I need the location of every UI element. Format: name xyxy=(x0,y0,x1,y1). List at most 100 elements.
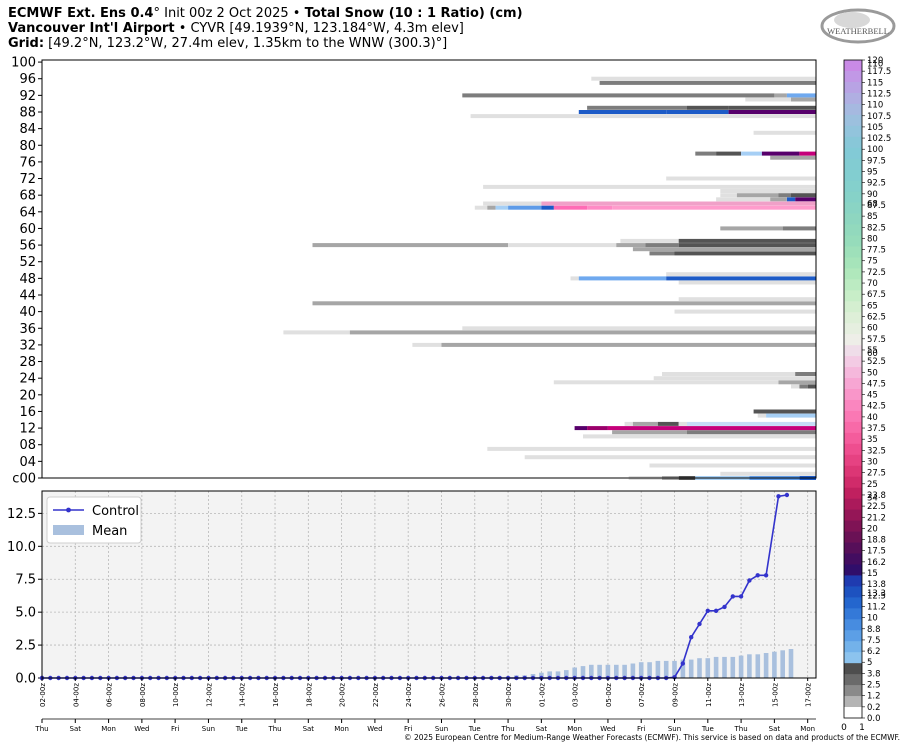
mean-bar xyxy=(763,653,769,678)
colorbar-cell xyxy=(844,597,862,609)
colorbar-cell xyxy=(844,103,862,116)
colorbar-cell xyxy=(844,356,862,368)
date-tick-label: 15-00z xyxy=(771,683,779,707)
member-67-segment xyxy=(716,197,771,202)
mean-bar xyxy=(547,671,552,678)
legend-control-marker xyxy=(66,507,71,513)
colorbar-cell xyxy=(844,652,862,664)
colorbar-cell xyxy=(844,136,862,149)
control-point xyxy=(776,494,781,499)
mean-bar xyxy=(730,656,736,678)
date-tick-label: 06-00z xyxy=(106,683,114,707)
mean-bar xyxy=(655,660,661,678)
day-tick-label: Wed xyxy=(134,725,149,733)
line-y-tick-label: 7.5 xyxy=(15,573,36,588)
colorbar-label: 72.5 xyxy=(867,268,886,278)
member-3-segment xyxy=(649,463,816,468)
colorbar-cell xyxy=(844,114,862,127)
control-point xyxy=(713,608,719,613)
colorbar-label: 15 xyxy=(867,569,878,579)
member-65-segment xyxy=(553,205,588,210)
member-70-segment xyxy=(483,184,816,189)
legend-mean-swatch xyxy=(53,525,84,535)
mean-bar xyxy=(564,670,569,678)
heatmap-y-tick-label: 32 xyxy=(19,338,36,353)
heatmap-y-tick-label: c00 xyxy=(12,472,36,487)
colorbar-bottom-label: 1 xyxy=(859,723,865,733)
member-68-segment xyxy=(736,193,779,198)
colorbar-label: 115 xyxy=(867,78,883,88)
legend: Control Mean xyxy=(46,496,142,544)
member-88-segment xyxy=(728,110,816,114)
member-68-segment xyxy=(720,193,737,198)
mean-bar xyxy=(788,649,794,678)
member-92-segment xyxy=(774,93,787,98)
member-10-segment xyxy=(583,434,816,439)
colorbar-cell xyxy=(844,685,862,697)
day-tick-label: Tue xyxy=(701,725,714,733)
colorbar-cell xyxy=(844,586,862,598)
colorbar-extra-label: 110 xyxy=(867,59,883,69)
member-48-segment xyxy=(570,276,579,281)
colorbar-cell xyxy=(844,224,862,236)
colorbar-label: 32.5 xyxy=(867,446,886,456)
colorbar-label: 85 xyxy=(867,212,878,222)
day-tick-label: Sun xyxy=(202,725,215,733)
date-tick-label: 07-00z xyxy=(638,683,646,707)
member-22-segment xyxy=(807,384,816,389)
heatmap-y-tick-label: 92 xyxy=(19,89,36,104)
heatmap-y-tick-label: 08 xyxy=(19,438,36,453)
date-tick-label: 18-00z xyxy=(305,683,313,707)
member-15-segment xyxy=(757,413,766,418)
member-32-segment xyxy=(412,342,442,347)
member-1-segment xyxy=(720,471,816,476)
date-tick-label: 20-00z xyxy=(339,683,347,707)
colorbar-bottom-label: 0 xyxy=(841,723,847,733)
day-tick-label: Mon xyxy=(101,725,116,733)
member-48-segment xyxy=(578,276,667,281)
colorbar-label: 100 xyxy=(867,145,883,155)
date-tick-label: 14-00z xyxy=(239,683,247,707)
colorbar-label: 27.5 xyxy=(867,469,886,479)
member-13-segment xyxy=(687,421,816,426)
control-point xyxy=(680,661,685,666)
colorbar-label: 62.5 xyxy=(867,313,886,323)
colorbar-label: 87.5 xyxy=(867,201,886,211)
mean-bar xyxy=(705,658,711,678)
day-tick-label: Mon xyxy=(567,725,582,733)
colorbar-label: 40 xyxy=(867,413,878,423)
line-y-tick-label: 0.0 xyxy=(15,672,36,687)
colorbar-label: 42.5 xyxy=(867,402,886,412)
member-68-segment xyxy=(791,193,816,198)
heatmap-y-tick-label: 16 xyxy=(19,405,36,420)
member-57-segment xyxy=(620,238,679,243)
colorbar-cell xyxy=(844,520,862,532)
mean-bar xyxy=(589,664,594,678)
control-point xyxy=(705,608,710,613)
day-tick-label: Wed xyxy=(367,725,382,733)
member-60-segment xyxy=(720,226,783,231)
heatmap-y-tick-label: 64 xyxy=(19,205,36,220)
colorbar-cell xyxy=(844,608,862,620)
member-88-segment xyxy=(666,110,729,114)
member-56-segment xyxy=(312,243,509,248)
member-77-segment xyxy=(770,155,816,160)
control-point xyxy=(738,594,744,599)
member-88-segment xyxy=(578,110,667,114)
member-87-segment xyxy=(470,114,816,119)
heatmap-y-tick-label: 44 xyxy=(19,288,36,303)
colorbar-label: 95 xyxy=(867,168,878,178)
member-96-segment xyxy=(591,76,816,81)
colorbar-cell xyxy=(844,553,862,565)
colorbar-label: 10 xyxy=(867,614,878,624)
copyright-footer: © 2025 European Centre for Medium-Range … xyxy=(404,733,900,742)
member-89-segment xyxy=(728,105,816,110)
colorbar-cell xyxy=(844,663,862,675)
member-67-segment xyxy=(770,197,787,202)
heatmap-y-tick-label: 76 xyxy=(19,155,36,170)
member-22-segment xyxy=(791,384,800,389)
member-22-segment xyxy=(799,384,808,389)
line-y-tick-label: 5.0 xyxy=(15,606,36,621)
member-57-segment xyxy=(678,238,816,243)
